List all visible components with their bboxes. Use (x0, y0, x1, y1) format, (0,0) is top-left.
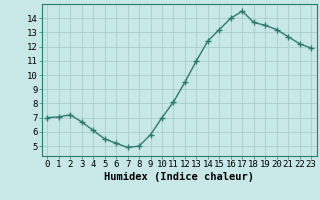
X-axis label: Humidex (Indice chaleur): Humidex (Indice chaleur) (104, 172, 254, 182)
